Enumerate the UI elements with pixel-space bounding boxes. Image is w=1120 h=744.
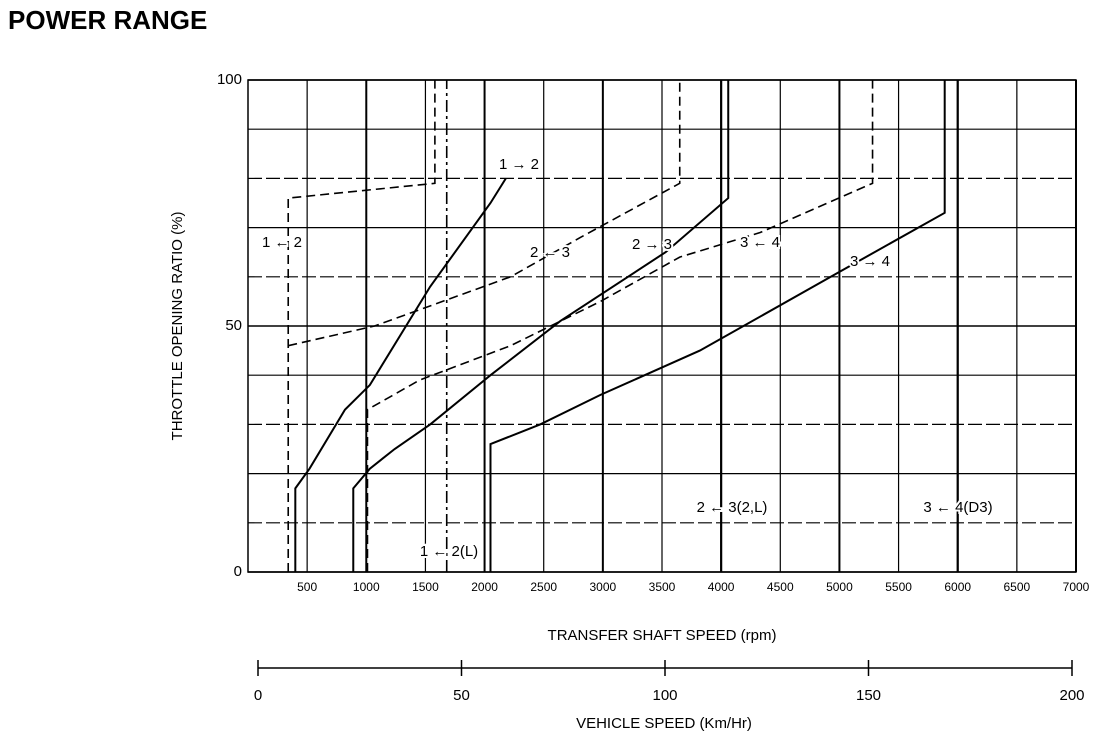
shift-line [366, 80, 874, 572]
y-tick-label: 50 [225, 317, 242, 334]
x-tick-label: 3000 [590, 580, 617, 594]
series-label: 2 ← 3 [530, 244, 570, 261]
x-tick-label: 4500 [767, 580, 794, 594]
shift-line [489, 80, 946, 572]
series-label: 1 ← 2 [262, 234, 302, 251]
series-label: 3 → 4 [850, 253, 890, 270]
x-tick-label: 6000 [944, 580, 971, 594]
x-tick-label: 1000 [353, 580, 380, 594]
x-tick-label: 7000 [1063, 580, 1090, 594]
series-label: 3 ← 4 [740, 234, 780, 251]
shift-line [294, 177, 507, 572]
x2-tick-label: 200 [1059, 687, 1084, 704]
x2-tick-label: 100 [652, 687, 677, 704]
x-tick-label: 4000 [708, 580, 735, 594]
x-axis-label: TRANSFER SHAFT SPEED (rpm) [548, 627, 777, 644]
x2-tick-label: 150 [856, 687, 881, 704]
y-axis-label: THROTTLE OPENING RATIO (%) [169, 212, 186, 441]
series-label: 1 ← 2(L) [420, 543, 478, 560]
x-tick-label: 2000 [471, 580, 498, 594]
series-label: 3 ← 4(D3) [923, 499, 992, 516]
x-tick-label: 3500 [649, 580, 676, 594]
y-tick-label: 100 [217, 71, 242, 88]
x-tick-label: 6500 [1004, 580, 1031, 594]
shift-line [352, 80, 730, 572]
series-label: 1 → 2 [499, 156, 539, 173]
series-label: 2 → 3 [632, 236, 672, 253]
x-tick-label: 2500 [530, 580, 557, 594]
x-tick-label: 5500 [885, 580, 912, 594]
x-tick-label: 5000 [826, 580, 853, 594]
x-tick-label: 500 [297, 580, 317, 594]
y-tick-label: 0 [234, 563, 242, 580]
x2-axis-label: VEHICLE SPEED (Km/Hr) [576, 715, 752, 732]
shift-line [287, 80, 436, 572]
shift-line [288, 80, 681, 347]
x-tick-label: 1500 [412, 580, 439, 594]
x2-tick-label: 0 [254, 687, 262, 704]
page-title: POWER RANGE [8, 5, 207, 35]
x2-tick-label: 50 [453, 687, 470, 704]
series-label: 2 ← 3(2,L) [697, 499, 768, 516]
